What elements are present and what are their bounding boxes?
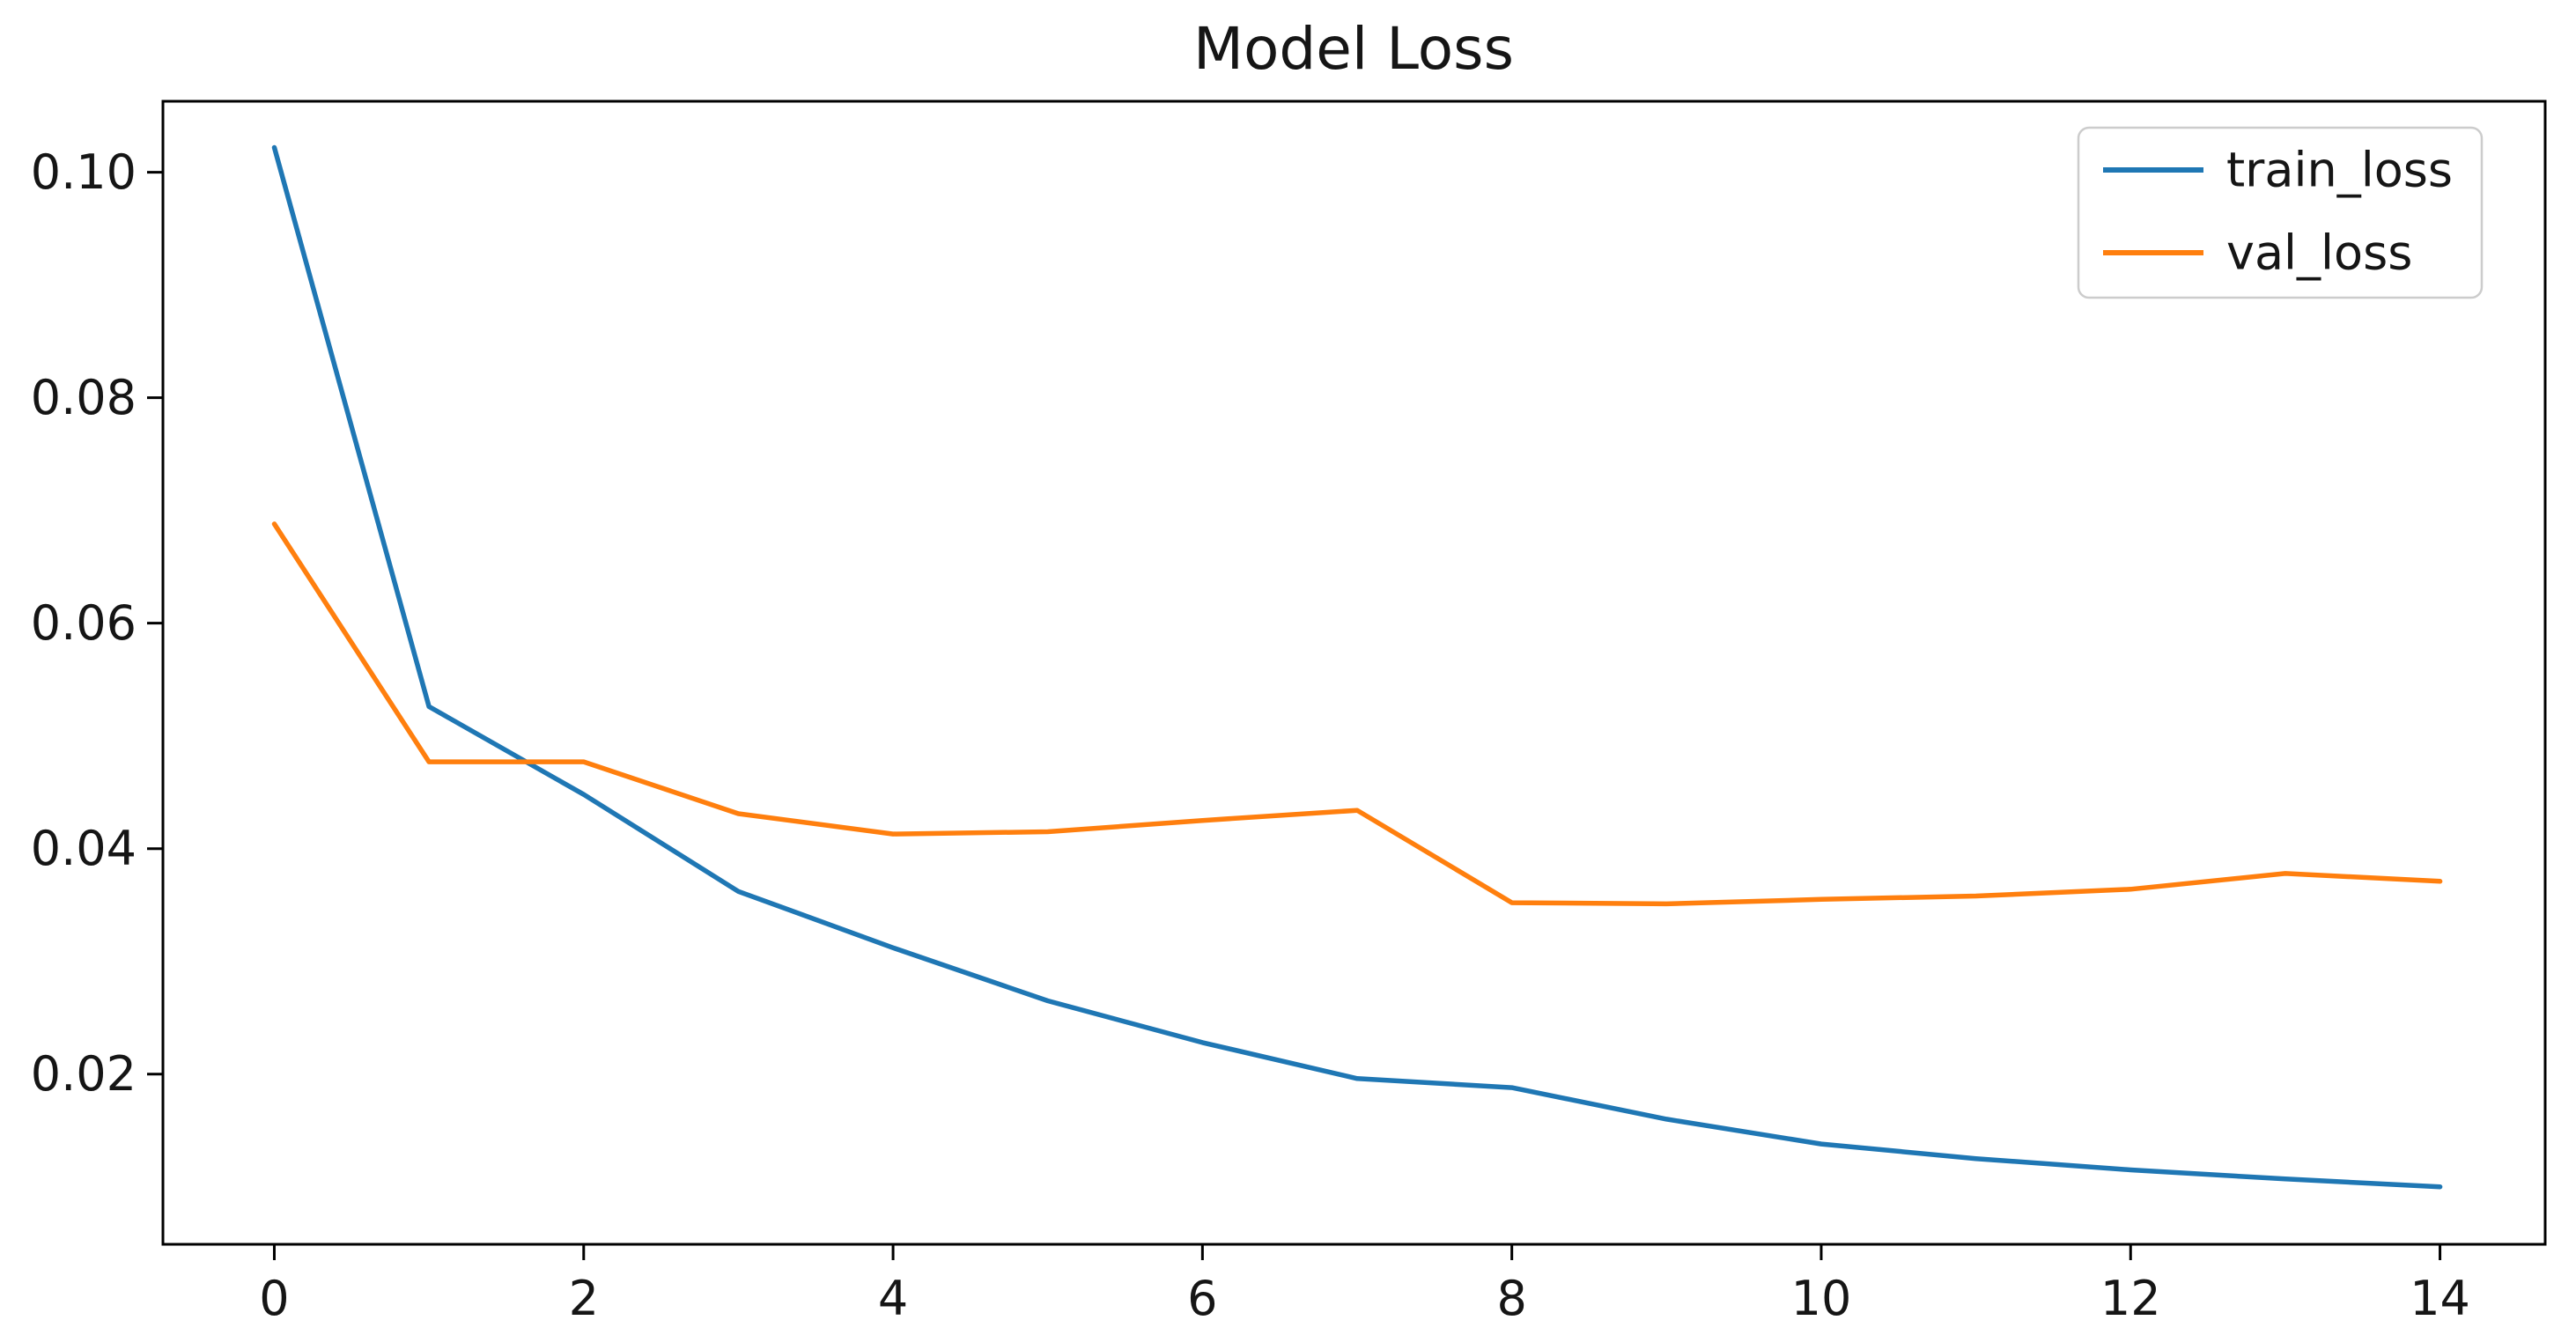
legend-train-loss-label: train_loss	[2226, 143, 2453, 198]
axes-spines	[161, 100, 2547, 1246]
y-tick-label: 0.10	[31, 144, 137, 200]
x-tick-label: 4	[878, 1271, 908, 1326]
x-tick-label: 10	[1791, 1271, 1852, 1326]
y-tick-label: 0.02	[31, 1046, 137, 1102]
y-tick-label: 0.04	[31, 821, 137, 876]
chart-title: Model Loss	[1193, 15, 1514, 83]
val-loss-line	[271, 521, 2443, 907]
x-tick-label: 2	[569, 1271, 599, 1326]
x-tick-label: 12	[2100, 1271, 2161, 1326]
train-loss-line	[271, 144, 2443, 1190]
legend-val-loss-label: val_loss	[2226, 225, 2412, 281]
y-tick-label: 0.06	[31, 595, 137, 651]
x-tick-label: 6	[1187, 1271, 1217, 1326]
x-tick-label: 14	[2410, 1271, 2470, 1326]
x-tick-label: 8	[1496, 1271, 1526, 1326]
x-tick-label: 0	[259, 1271, 289, 1326]
plot-area: 0.02 0.04 0.06 0.08 0.10 0 2 4 6 8 10 12 14 train_los…	[31, 100, 2547, 1326]
y-tick-label: 0.08	[31, 370, 137, 425]
